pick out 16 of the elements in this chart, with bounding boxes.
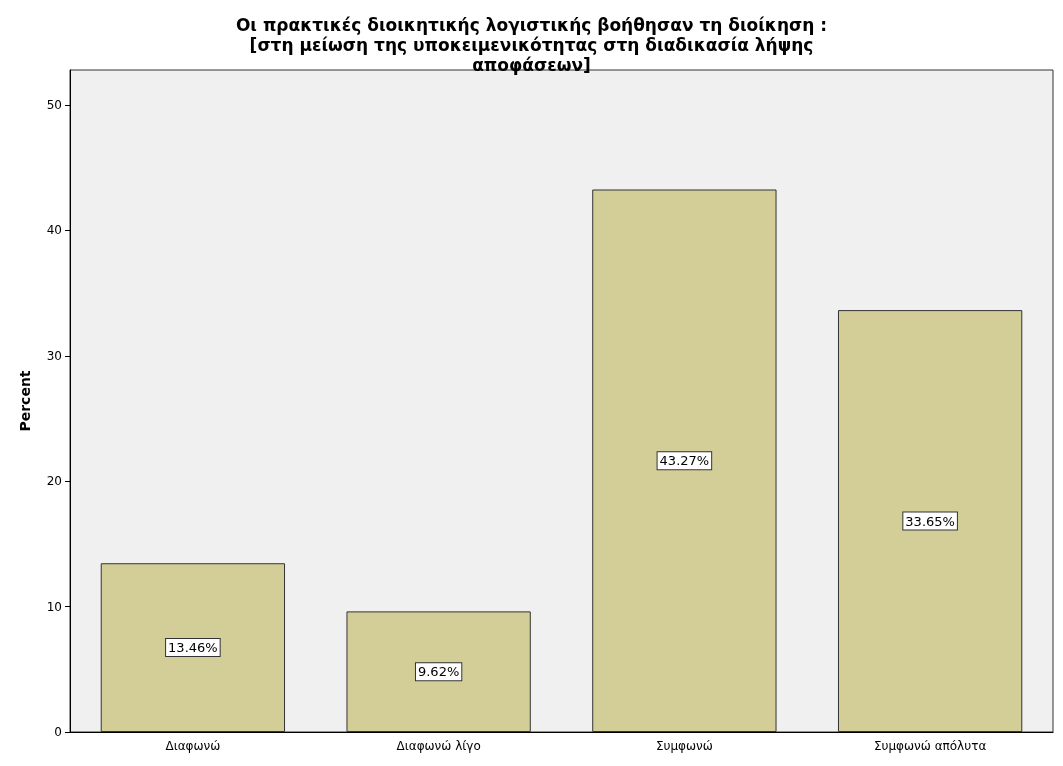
- y-tick-label: 50: [46, 98, 62, 113]
- y-tick-label: 0: [54, 725, 62, 739]
- x-tick-label: Συμφωνώ απόλυτα: [873, 739, 987, 753]
- data-label: 13.46%: [168, 640, 218, 656]
- x-tick-label: Συμφωνώ: [655, 739, 713, 753]
- y-tick-label: 30: [46, 348, 62, 363]
- y-tick-label: 20: [46, 474, 62, 489]
- data-label: 33.65%: [905, 513, 955, 529]
- data-label: 43.27%: [659, 453, 710, 469]
- y-tick-label: 40: [46, 223, 62, 238]
- y-axis-title: Percent: [17, 370, 33, 432]
- x-tick-label: Διαφωνώ: [165, 739, 221, 753]
- y-tick-label: 10: [46, 599, 62, 614]
- data-label: 9.62%: [417, 664, 460, 680]
- x-tick-label: Διαφωνώ λίγο: [396, 739, 481, 753]
- chart-title: Οι πρακτικές διοικητικής λογιστικής βοήθησαν τη διοίκηση : [στη μείωση της υποκειμενικότητας στη διαδικασία λήψης αποφάσεων]: [235, 15, 828, 75]
